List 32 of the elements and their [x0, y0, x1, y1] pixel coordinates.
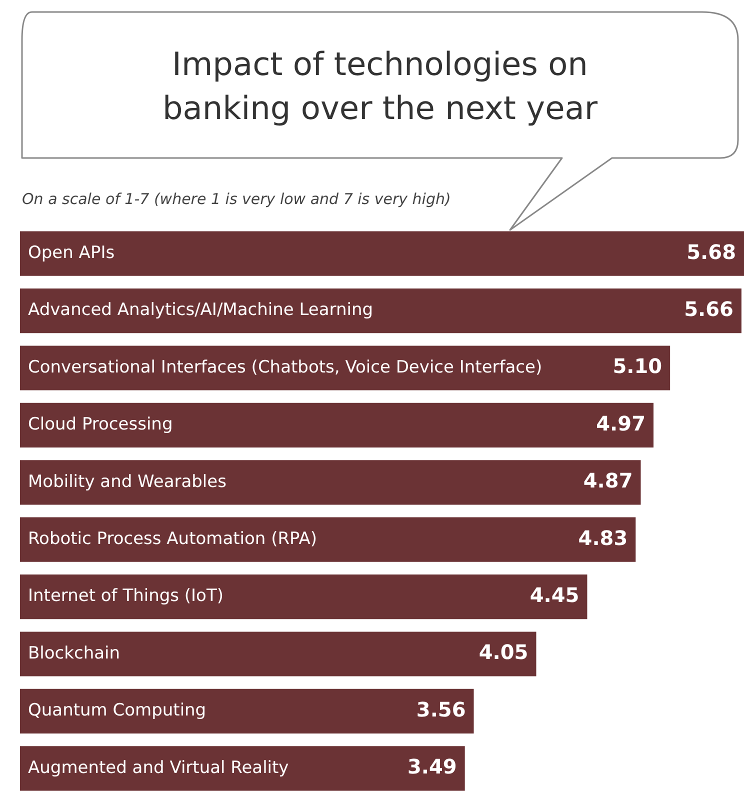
y-tick-label: Augmented and Virtual Reality: [28, 758, 289, 778]
bar: [20, 688, 474, 734]
y-tick-label: Cloud Processing: [28, 414, 173, 435]
y-tick-label: Advanced Analytics/AI/Machine Learning: [28, 300, 374, 320]
data-label: 4.45: [530, 583, 580, 608]
y-tick-label: Internet of Things (IoT): [28, 586, 224, 606]
bar: [20, 632, 536, 676]
y-tick-label: Open APIs: [28, 243, 115, 264]
bar: [20, 460, 641, 505]
data-label: 5.66: [684, 297, 734, 322]
data-label: 3.49: [407, 754, 457, 779]
bar: [20, 517, 636, 562]
y-tick-label: Robotic Process Automation (RPA): [28, 529, 317, 550]
data-label: 3.56: [416, 697, 466, 722]
bar: [20, 288, 742, 334]
bar: [20, 231, 744, 276]
y-tick-label: Blockchain: [28, 643, 120, 664]
data-label: 4.87: [583, 468, 633, 493]
bar: [20, 402, 654, 448]
data-label: 4.83: [578, 526, 628, 550]
data-label: 4.05: [478, 640, 528, 664]
chart-title: Impact of technologies on banking over the next year: [161, 44, 599, 129]
chart-subtitle: On a scale of 1-7 (where 1 is very low and 7 is very high): [22, 190, 451, 208]
data-label: 4.97: [596, 411, 646, 436]
y-tick-label: Quantum Computing: [28, 700, 206, 721]
bar: [20, 346, 670, 390]
data-label: 5.68: [686, 240, 736, 264]
y-tick-label: Mobility and Wearables: [28, 472, 227, 492]
y-tick-label: Conversational Interfaces (Chatbots, Voice Device Interface): [28, 357, 542, 378]
bar: [20, 574, 588, 620]
data-label: 5.10: [612, 354, 662, 378]
bar: [20, 746, 465, 791]
